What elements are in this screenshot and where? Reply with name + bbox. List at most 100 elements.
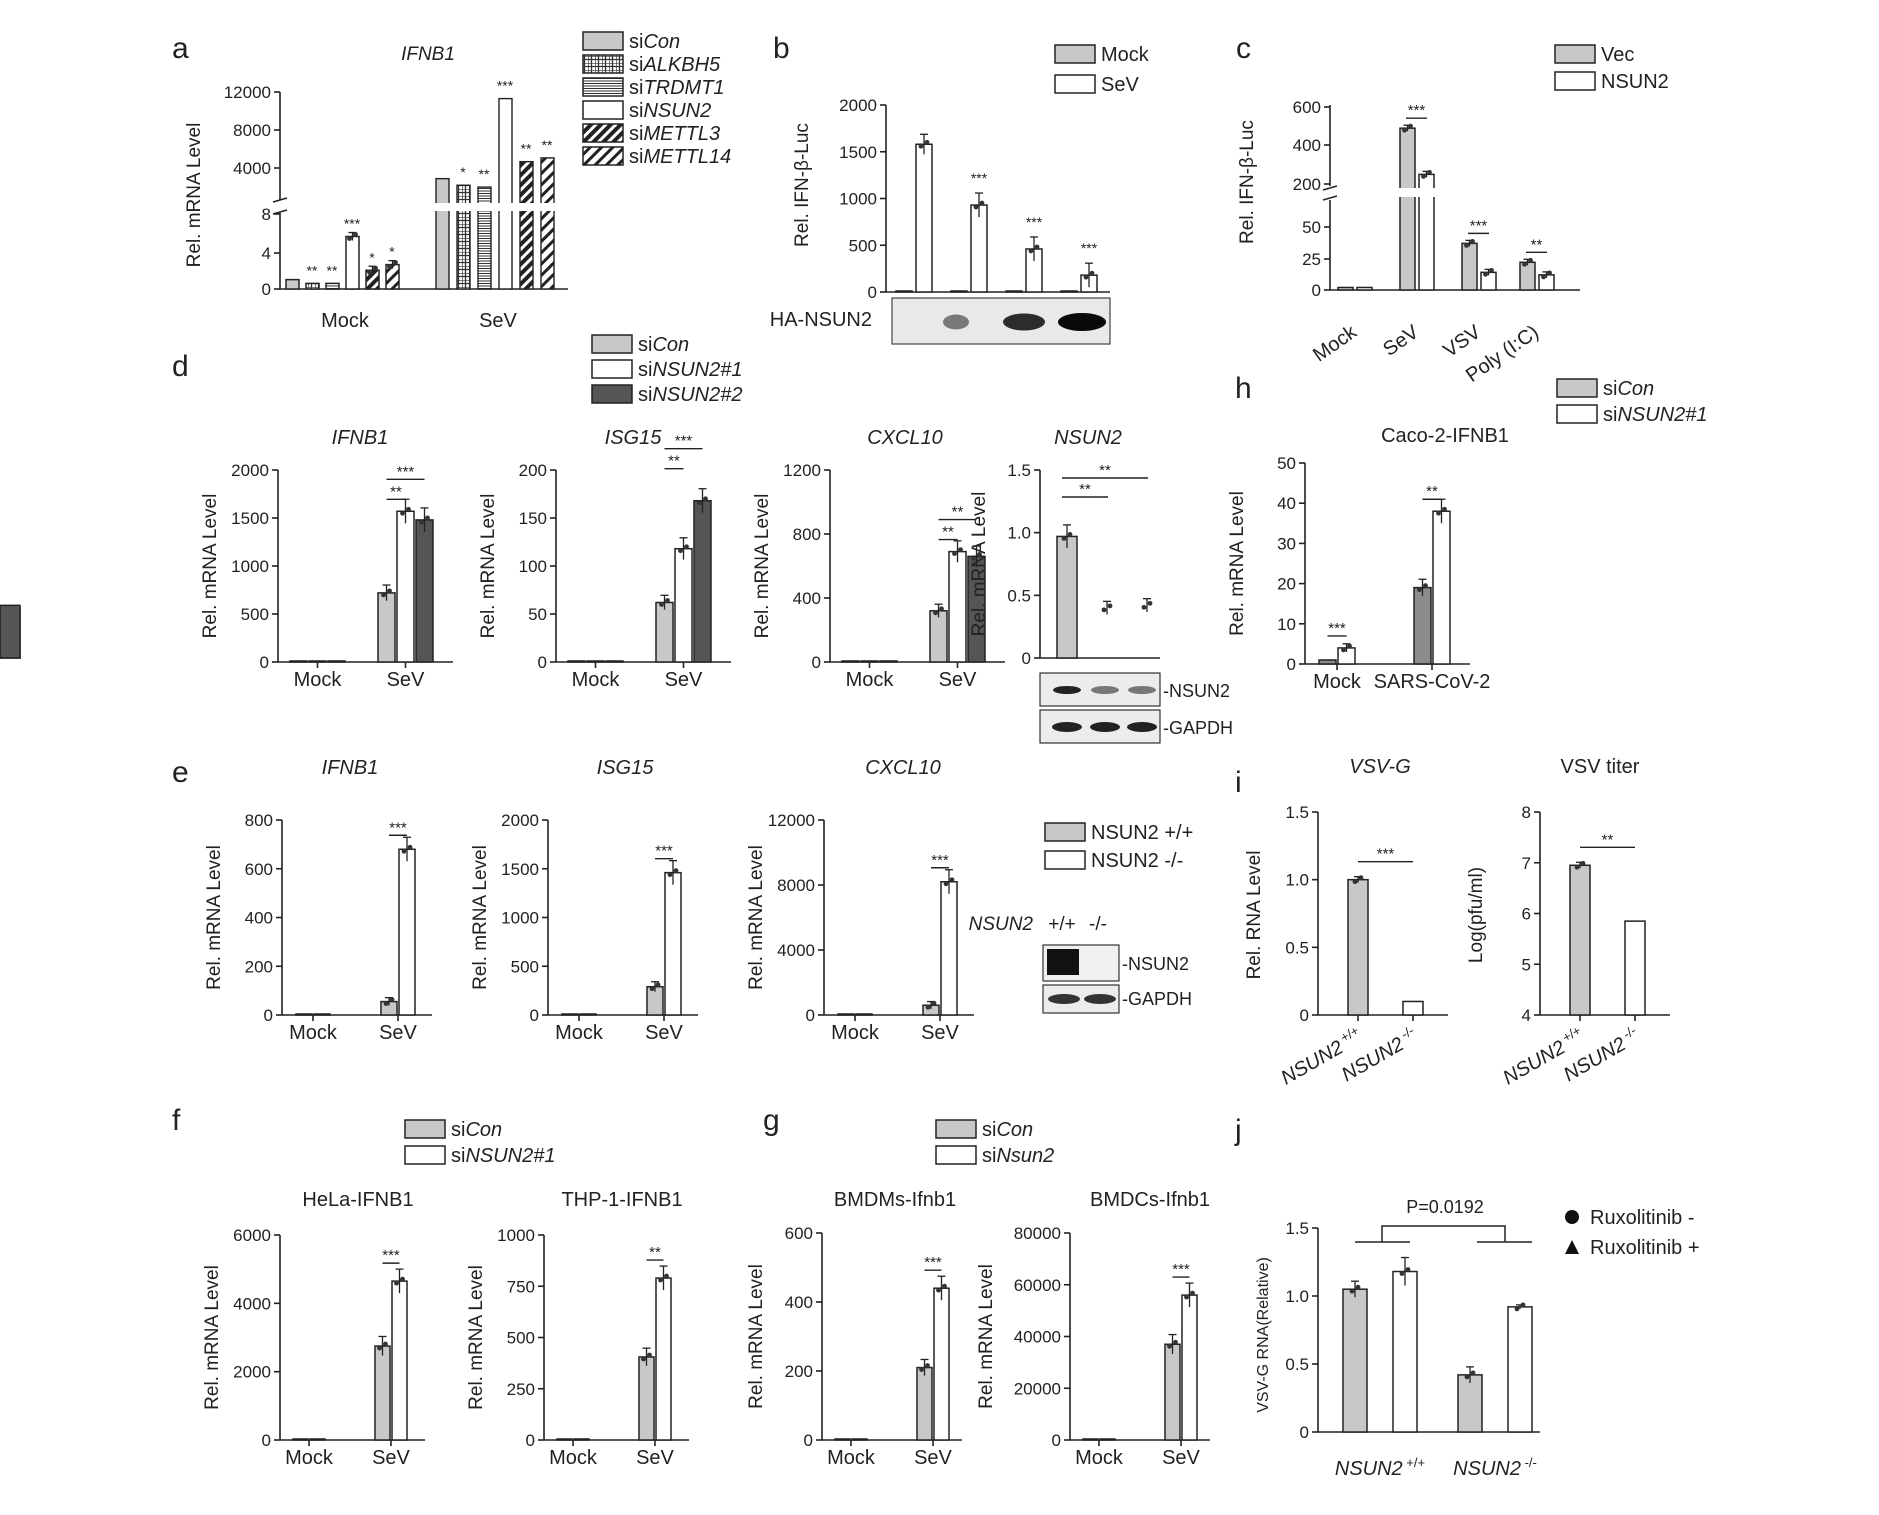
g1-tick-label: 400 [785,1293,813,1312]
g1-tick-label: 200 [785,1362,813,1381]
h-tick-label: 50 [1277,454,1296,473]
a-legend-2-label: siTRDMT1 [629,77,725,99]
e-band-gapdh [1084,994,1116,1004]
d1-bar-1-0 [377,592,396,663]
d-legend-0-swatch [591,334,633,354]
j-legend-1-marker [1565,1240,1579,1254]
a-bar-mock-3-dot [353,232,358,237]
b-blot-band-0 [943,314,969,330]
c-sig-3-sig: ** [1531,236,1543,253]
c-legend-1-label: NSUN2 [1601,71,1669,93]
panel-label-h: h [1235,372,1252,405]
j-bar-1-1 [1507,1306,1533,1433]
e-band-gapdh [1048,994,1080,1004]
f-legend-0-swatch [404,1119,446,1139]
j-tick-label: 1.5 [1285,1219,1309,1238]
d1-bar-1-2-dot [425,515,430,521]
a-bar-mock-4-dot [373,265,378,271]
d4-band-gapdh [1052,722,1082,732]
c-bar-vec-2-dot [1470,238,1475,244]
j-ylabel: VSV-G RNA(Relative) [1255,1257,1272,1413]
d-legend-1-swatch [591,359,633,379]
d3-bar-0-2 [879,660,898,663]
a-bar-break-gap [456,203,471,211]
d1-bar-1-2 [415,519,434,663]
a-tick-label: 4000 [233,159,271,178]
a-bar-break-gap [435,203,450,211]
j-bar-0-1-dot [1399,1271,1405,1276]
d2-x-tick-label: SeV [665,669,703,691]
d3-ylabel: Rel. mRNA Level [752,494,773,639]
d4-blot-label: -NSUN2 [1163,681,1230,701]
f2-bar-1-0-dot [641,1356,646,1362]
panel-label-c: c [1236,32,1251,65]
g1-x-tick-label: Mock [827,1447,876,1469]
g2-bar-0-0 [1082,1438,1099,1441]
a-sig: * [389,244,395,260]
i1-tick-label: 1.5 [1285,803,1309,822]
c-bar-vec-1 [1399,127,1416,291]
g1-tick-label: 600 [785,1224,813,1243]
e1-tick-label: 600 [245,860,273,879]
i1-tick-label: 0 [1300,1006,1309,1025]
d3-bar-1-0 [929,610,948,663]
h-bar-1-0-dot [1423,583,1428,589]
d1-tick-label: 0 [260,653,269,672]
i2-tick-label: 4 [1522,1006,1531,1025]
h-x-tick-label: Mock [1313,671,1362,693]
c-bar-vec-2 [1461,242,1478,291]
f2-ylabel: Rel. mRNA Level [466,1265,487,1410]
e3-bar-1-0-dot [931,1000,937,1006]
panel-label-a: a [172,32,189,65]
a-tick-label: 8 [262,205,271,224]
j-bar-0-1 [1392,1270,1418,1433]
e1-tick-label: 800 [245,811,273,830]
d2-b-sig: *** [675,433,693,450]
g1-tick-label: 0 [804,1431,813,1450]
d2-bar-1-1-dot [678,548,683,554]
d1-x-tick-label: Mock [294,669,343,691]
e2-bar-1-1-dot [673,868,679,874]
a-bar-break-gap [477,203,492,211]
a-legend-5-label: siMETTL14 [629,146,731,168]
f1-bar-0-1 [309,1438,326,1441]
c-x-tick-label: Mock [1309,321,1362,367]
d2-bar-1-2-dot [703,496,708,502]
i2-tick-label: 5 [1522,955,1531,974]
g2-tick-label: 40000 [1014,1328,1061,1347]
b-bar-mock-3 [1060,290,1078,293]
d1-bar-1-2-dot [419,519,424,525]
h-1-sig: ** [1426,483,1438,500]
c-ylabel: Rel. IFN-β-Luc [1237,120,1258,244]
h-ylabel: Rel. mRNA Level [1227,491,1248,636]
j-x-tick-label: NSUN2 +/+ [1335,1455,1425,1480]
d4-blot-label: -GAPDH [1163,718,1233,738]
d1-b-sig: *** [397,463,415,480]
d1-x-tick-label: SeV [387,669,425,691]
f1-bar-1-0 [374,1345,391,1441]
f1-tick-label: 6000 [233,1226,271,1245]
e1-tick-label: 200 [245,957,273,976]
f1-sig: *** [382,1247,400,1264]
g2-bar-1-0-dot [1173,1339,1178,1345]
a-bar-break-gap [540,203,555,211]
h-bar-1-0-dot [1417,587,1422,593]
c-bar-vec-2-dot [1464,242,1469,248]
a-tick-label: 4 [262,244,271,263]
c-axis-break [1322,185,1338,201]
g1-bar-1-1-dot [936,1287,941,1293]
e3-bar-1-1 [940,881,958,1016]
a-legend-2-swatch [582,77,624,97]
h-0-sig: *** [1328,620,1346,637]
d2-x-tick-label: Mock [572,669,621,691]
panel-label-i: i [1235,766,1242,799]
f2-tick-label: 500 [507,1329,535,1348]
g1-bar-1-0-dot [925,1363,930,1368]
a-bar-sev-3 [498,97,513,290]
g2-title: BMDCs-Ifnb1 [1090,1189,1210,1211]
b-blot-band-2 [1058,313,1106,331]
h-title: Caco-2-IFNB1 [1381,425,1509,447]
d4-band-nsun2 [1128,686,1156,694]
d3-bar-1-1-dot [952,551,957,556]
d3-tick-label: 0 [812,653,821,672]
